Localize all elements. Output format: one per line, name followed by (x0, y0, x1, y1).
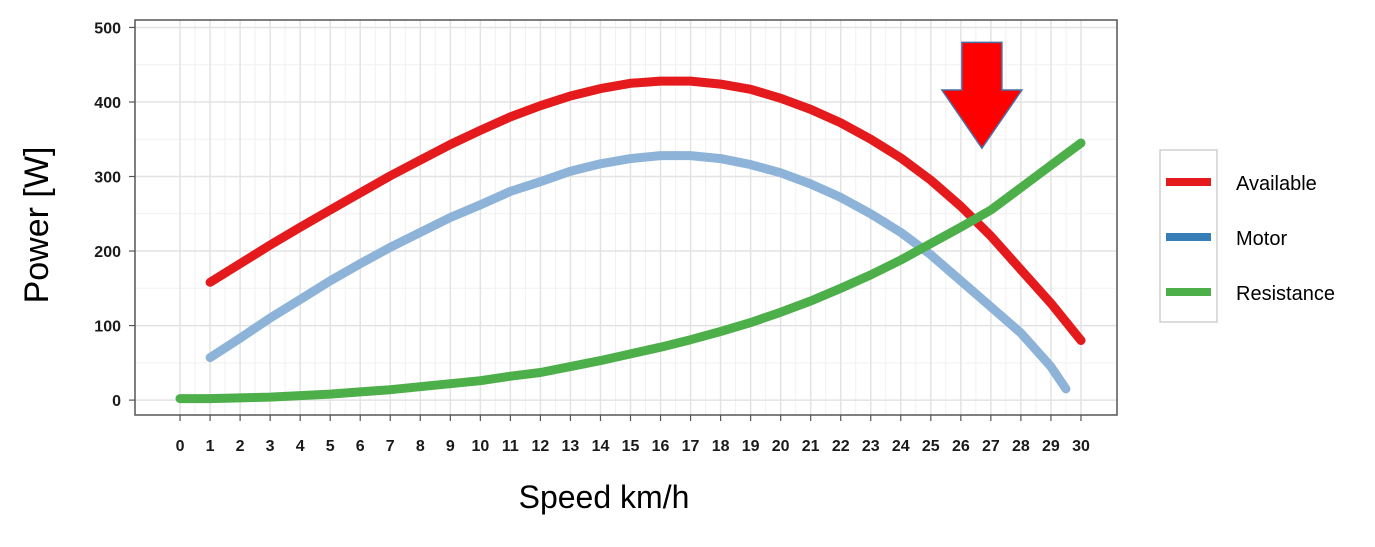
x-tick-label: 0 (176, 438, 185, 455)
x-tick-label: 28 (1012, 438, 1030, 455)
y-tick-label: 500 (94, 20, 121, 37)
y-tick-label: 400 (94, 95, 121, 112)
arrow-down-icon (940, 41, 1024, 150)
major-grid (135, 20, 1117, 415)
x-axis: 0 1 2 3 4 5 6 7 8 9 10 11 12 13 14 15 16 17 18 19 20 21 22 23 24… (176, 415, 1090, 455)
x-tick-label: 20 (772, 438, 790, 455)
y-tick-label: 200 (94, 244, 121, 261)
legend-label-motor: Motor (1236, 228, 1287, 250)
x-tick-label: 10 (471, 438, 489, 455)
x-tick-label: 8 (416, 438, 425, 455)
x-tick-label: 6 (356, 438, 365, 455)
y-axis-label: Power [W] (18, 147, 56, 304)
y-axis: 0 100 200 300 400 500 (94, 20, 135, 410)
y-tick-label: 100 (94, 319, 121, 336)
x-tick-label: 13 (562, 438, 580, 455)
x-tick-label: 29 (1042, 438, 1060, 455)
x-tick-label: 15 (622, 438, 640, 455)
series-layer (175, 76, 1086, 404)
x-tick-label: 3 (266, 438, 275, 455)
x-tick-label: 7 (386, 438, 395, 455)
x-tick-label: 21 (802, 438, 820, 455)
legend-label-available: Available (1236, 173, 1317, 195)
x-tick-label: 1 (206, 438, 215, 455)
legend-label-resistance: Resistance (1236, 283, 1335, 305)
x-tick-label: 14 (592, 438, 610, 455)
x-tick-label: 18 (712, 438, 730, 455)
annotation-layer (940, 41, 1024, 150)
minor-grid (135, 20, 1117, 415)
x-tick-label: 30 (1072, 438, 1090, 455)
x-tick-label: 23 (862, 438, 880, 455)
legend: Available Motor Resistance (1159, 149, 1335, 323)
series-line-available (205, 76, 1086, 345)
x-tick-label: 17 (682, 438, 700, 455)
plot-border (134, 19, 1118, 416)
y-tick-label: 300 (94, 170, 121, 187)
series-line-motor (205, 151, 1071, 394)
x-tick-label: 2 (236, 438, 245, 455)
x-tick-label: 9 (446, 438, 455, 455)
x-tick-label: 4 (296, 438, 305, 455)
x-tick-label: 24 (892, 438, 910, 455)
x-axis-label: Speed km/h (519, 479, 690, 515)
series-line-resistance (175, 138, 1086, 404)
x-tick-label: 5 (326, 438, 335, 455)
x-tick-label: 27 (982, 438, 1000, 455)
x-tick-label: 25 (922, 438, 940, 455)
x-tick-label: 22 (832, 438, 850, 455)
x-tick-label: 12 (532, 438, 550, 455)
x-tick-label: 19 (742, 438, 760, 455)
y-tick-label: 0 (112, 393, 121, 410)
x-tick-label: 26 (952, 438, 970, 455)
x-tick-label: 16 (652, 438, 670, 455)
x-tick-label: 11 (502, 438, 519, 455)
